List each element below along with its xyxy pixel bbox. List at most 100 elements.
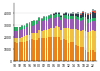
Bar bbox=[28, 27, 30, 35]
Bar bbox=[41, 19, 42, 21]
Bar bbox=[53, 15, 55, 18]
Bar bbox=[24, 29, 26, 36]
Bar bbox=[36, 21, 38, 24]
Bar bbox=[21, 29, 23, 37]
Bar bbox=[92, 9, 94, 11]
Bar bbox=[16, 43, 18, 61]
Bar bbox=[33, 21, 35, 25]
Bar bbox=[94, 11, 96, 13]
Bar bbox=[87, 19, 89, 23]
Bar bbox=[85, 14, 86, 17]
Bar bbox=[70, 19, 72, 29]
Bar bbox=[24, 42, 26, 61]
Bar bbox=[26, 35, 28, 41]
Bar bbox=[58, 17, 60, 27]
Bar bbox=[14, 42, 16, 61]
Bar bbox=[48, 16, 50, 19]
Bar bbox=[72, 14, 74, 16]
Bar bbox=[50, 15, 52, 18]
Bar bbox=[38, 21, 40, 30]
Bar bbox=[46, 37, 47, 61]
Bar bbox=[31, 26, 33, 33]
Bar bbox=[26, 24, 28, 27]
Bar bbox=[63, 13, 64, 14]
Bar bbox=[43, 38, 45, 61]
Bar bbox=[21, 26, 23, 29]
Bar bbox=[19, 42, 21, 61]
Bar bbox=[60, 30, 62, 40]
Bar bbox=[60, 40, 62, 61]
Bar bbox=[65, 15, 67, 19]
Bar bbox=[38, 18, 40, 21]
Bar bbox=[36, 20, 38, 21]
Bar bbox=[41, 18, 42, 19]
Bar bbox=[87, 23, 89, 33]
Bar bbox=[87, 33, 89, 52]
Bar bbox=[36, 24, 38, 33]
Bar bbox=[68, 14, 69, 16]
Bar bbox=[90, 14, 91, 19]
Bar bbox=[41, 21, 42, 31]
Bar bbox=[65, 13, 67, 15]
Bar bbox=[43, 30, 45, 38]
Bar bbox=[21, 37, 23, 42]
Bar bbox=[53, 13, 55, 14]
Bar bbox=[80, 21, 82, 31]
Bar bbox=[77, 12, 79, 14]
Bar bbox=[77, 46, 79, 61]
Bar bbox=[75, 13, 77, 14]
Bar bbox=[46, 16, 47, 17]
Bar bbox=[50, 28, 52, 37]
Bar bbox=[87, 13, 89, 14]
Bar bbox=[75, 16, 77, 19]
Bar bbox=[63, 18, 64, 28]
Bar bbox=[94, 18, 96, 21]
Bar bbox=[72, 19, 74, 29]
Bar bbox=[26, 23, 28, 24]
Bar bbox=[77, 17, 79, 20]
Bar bbox=[28, 23, 30, 27]
Bar bbox=[70, 29, 72, 42]
Bar bbox=[38, 17, 40, 18]
Bar bbox=[48, 19, 50, 29]
Bar bbox=[82, 30, 84, 47]
Bar bbox=[16, 31, 18, 38]
Bar bbox=[94, 52, 96, 61]
Bar bbox=[75, 14, 77, 16]
Bar bbox=[53, 14, 55, 15]
Bar bbox=[55, 13, 57, 14]
Bar bbox=[31, 39, 33, 61]
Bar bbox=[55, 26, 57, 37]
Bar bbox=[31, 33, 33, 39]
Bar bbox=[46, 30, 47, 37]
Bar bbox=[68, 28, 69, 43]
Bar bbox=[50, 18, 52, 28]
Bar bbox=[68, 19, 69, 28]
Bar bbox=[14, 31, 16, 38]
Bar bbox=[90, 50, 91, 61]
Bar bbox=[60, 16, 62, 17]
Bar bbox=[33, 25, 35, 33]
Bar bbox=[92, 30, 94, 50]
Bar bbox=[16, 38, 18, 43]
Bar bbox=[72, 12, 74, 14]
Bar bbox=[87, 15, 89, 19]
Bar bbox=[36, 40, 38, 61]
Bar bbox=[82, 17, 84, 20]
Bar bbox=[92, 18, 94, 21]
Bar bbox=[85, 21, 86, 31]
Bar bbox=[60, 17, 62, 20]
Bar bbox=[70, 16, 72, 19]
Bar bbox=[68, 16, 69, 19]
Bar bbox=[53, 37, 55, 61]
Bar bbox=[60, 15, 62, 16]
Bar bbox=[80, 47, 82, 61]
Bar bbox=[72, 29, 74, 42]
Bar bbox=[63, 15, 64, 18]
Bar bbox=[94, 13, 96, 18]
Bar bbox=[94, 31, 96, 52]
Bar bbox=[58, 14, 60, 17]
Bar bbox=[19, 30, 21, 38]
Bar bbox=[65, 19, 67, 28]
Bar bbox=[85, 31, 86, 50]
